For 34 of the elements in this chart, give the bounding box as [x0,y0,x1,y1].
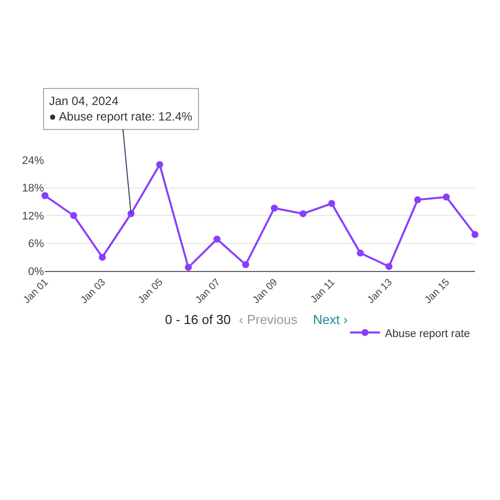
legend-label: Abuse report rate [385,328,470,340]
text: Next › [313,312,348,327]
text: 0 - 16 of 30 [165,312,231,327]
x-tick-label: Jan 01 [22,276,51,306]
y-tick-label: 12% [22,210,44,222]
point [386,262,392,270]
point [214,236,220,243]
x-tick-label: Jan 11 [308,276,338,306]
x-tick-label: Jan 13 [366,276,395,306]
point [70,212,78,220]
y-tick-label: 24% [22,154,44,167]
y-tick-label: 0% [28,266,44,278]
x-tick-label: Jan 05 [136,276,166,306]
annotation: Jan 04, 2024 ● Abuse report rate: 12.4% [49,94,193,124]
text: ‹ Previous [239,312,298,327]
point [414,196,422,204]
point [442,194,450,201]
point [184,264,192,271]
x-tick-label: Jan 07 [194,276,223,306]
x-tick-label: Jan 03 [78,276,108,306]
point [128,210,134,218]
point [42,192,48,200]
point [472,231,478,238]
x-tick-label: Jan 09 [250,276,280,306]
point [356,250,364,257]
point [98,254,106,261]
point [300,210,306,218]
y-tick-label: 18% [22,182,44,195]
y-tick-label: 6% [28,238,44,250]
point [270,204,278,212]
point [156,161,164,168]
point [328,200,336,208]
x-tick-label: Jan 15 [422,276,452,306]
point [242,261,250,268]
